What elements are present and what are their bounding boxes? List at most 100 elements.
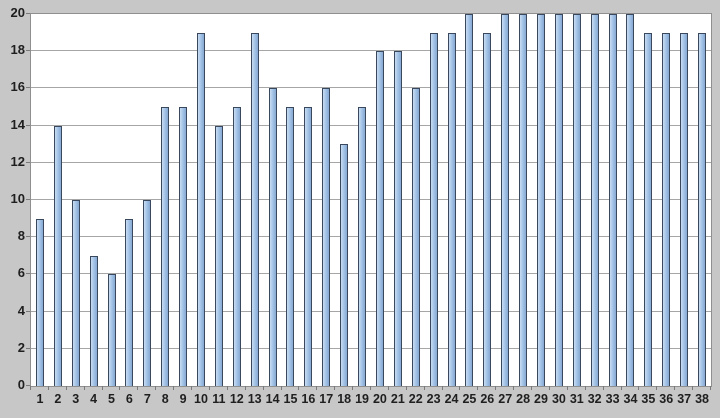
x-tick-label: 38 bbox=[695, 392, 709, 406]
x-tick-mark bbox=[602, 386, 604, 390]
bar-5 bbox=[107, 274, 116, 386]
x-tick-mark bbox=[710, 386, 711, 390]
x-tick-mark bbox=[316, 386, 318, 390]
x-tick-mark bbox=[566, 386, 568, 390]
x-tick-label: 11 bbox=[212, 392, 226, 406]
bar-22 bbox=[411, 88, 420, 386]
x-tick-label: 22 bbox=[408, 392, 423, 406]
bar-10 bbox=[197, 32, 205, 386]
bar-27 bbox=[501, 14, 510, 386]
y-tick-label: 20 bbox=[10, 5, 25, 20]
x-tick-label: 31 bbox=[569, 392, 584, 406]
x-tick-mark bbox=[387, 386, 389, 390]
x-tick-label: 14 bbox=[265, 392, 280, 406]
x-tick-mark bbox=[137, 386, 139, 390]
x-tick-label: 3 bbox=[72, 392, 80, 406]
x-tick-label: 2 bbox=[54, 392, 62, 406]
x-tick-mark bbox=[101, 386, 103, 390]
bar-14 bbox=[268, 88, 277, 386]
y-tick-label: 10 bbox=[10, 191, 25, 206]
x-tick-mark bbox=[173, 386, 175, 390]
y-tick-label: 18 bbox=[10, 42, 25, 58]
y-tick-label: 6 bbox=[17, 265, 25, 281]
x-tick-mark bbox=[244, 386, 246, 390]
gridline bbox=[31, 273, 711, 275]
x-tick-mark bbox=[280, 386, 282, 390]
x-tick-label: 30 bbox=[551, 392, 566, 406]
x-tick-mark bbox=[208, 386, 210, 390]
y-tick-mark bbox=[26, 199, 30, 200]
y-tick-label: 4 bbox=[17, 302, 25, 318]
x-tick-label: 10 bbox=[194, 392, 208, 406]
bar-38 bbox=[698, 32, 707, 386]
x-tick-mark bbox=[548, 386, 550, 390]
x-tick-label: 29 bbox=[534, 392, 548, 406]
x-tick-mark bbox=[155, 386, 157, 390]
x-tick-label: 9 bbox=[179, 392, 187, 406]
y-tick-label: 2 bbox=[17, 339, 25, 355]
x-tick-label: 23 bbox=[426, 392, 441, 406]
gridline bbox=[31, 199, 711, 200]
x-tick-label: 25 bbox=[462, 392, 477, 406]
plot-area bbox=[30, 13, 712, 387]
bar-8 bbox=[161, 107, 170, 386]
x-tick-label: 19 bbox=[355, 392, 369, 406]
x-tick-label: 4 bbox=[90, 392, 98, 406]
bar-17 bbox=[322, 88, 331, 386]
bar-9 bbox=[179, 107, 188, 386]
y-tick-mark bbox=[26, 161, 30, 163]
x-tick-mark bbox=[226, 386, 228, 390]
x-tick-mark bbox=[620, 386, 622, 390]
x-tick-mark bbox=[459, 386, 461, 390]
x-tick-label: 28 bbox=[516, 392, 531, 406]
bar-26 bbox=[483, 32, 492, 386]
x-tick-mark bbox=[83, 386, 85, 390]
x-tick-mark bbox=[119, 386, 121, 390]
x-tick-label: 8 bbox=[161, 392, 169, 406]
x-tick-mark bbox=[405, 386, 407, 390]
x-tick-label: 13 bbox=[247, 392, 262, 406]
y-tick-mark bbox=[26, 310, 30, 312]
x-tick-label: 33 bbox=[605, 392, 620, 406]
y-tick-label: 12 bbox=[10, 153, 25, 169]
x-tick-mark bbox=[477, 386, 479, 390]
x-tick-label: 32 bbox=[587, 392, 602, 406]
bar-13 bbox=[250, 32, 259, 386]
x-tick-mark bbox=[65, 386, 67, 390]
x-tick-label: 6 bbox=[125, 392, 133, 406]
x-tick-label: 16 bbox=[301, 392, 316, 406]
bar-20 bbox=[375, 51, 384, 386]
x-tick-mark bbox=[495, 386, 497, 390]
gridline bbox=[31, 124, 711, 126]
x-tick-mark bbox=[584, 386, 586, 390]
bar-3 bbox=[71, 200, 80, 386]
bar-23 bbox=[429, 32, 438, 386]
x-tick-mark bbox=[692, 386, 694, 390]
bar-36 bbox=[662, 32, 671, 386]
bar-30 bbox=[554, 14, 563, 386]
bar-12 bbox=[232, 107, 241, 386]
bar-35 bbox=[644, 32, 653, 386]
bar-19 bbox=[358, 107, 367, 386]
bar-6 bbox=[125, 218, 134, 386]
x-tick-mark bbox=[441, 386, 443, 390]
gridline bbox=[31, 50, 711, 52]
x-tick-label: 12 bbox=[229, 392, 244, 406]
x-tick-label: 5 bbox=[108, 392, 115, 406]
bar-11 bbox=[214, 125, 223, 386]
x-tick-mark bbox=[191, 386, 193, 390]
bar-33 bbox=[608, 14, 617, 386]
gridline bbox=[31, 310, 711, 312]
bar-37 bbox=[680, 32, 689, 386]
x-tick-label: 37 bbox=[677, 392, 692, 406]
x-tick-mark bbox=[423, 386, 425, 390]
bar-15 bbox=[286, 107, 295, 386]
bar-18 bbox=[340, 144, 349, 386]
x-tick-mark bbox=[513, 386, 515, 390]
bar-31 bbox=[572, 14, 581, 386]
bar-32 bbox=[590, 14, 599, 386]
y-tick-label: 8 bbox=[17, 228, 25, 244]
bar-25 bbox=[465, 14, 474, 386]
x-tick-label: 35 bbox=[641, 392, 656, 406]
